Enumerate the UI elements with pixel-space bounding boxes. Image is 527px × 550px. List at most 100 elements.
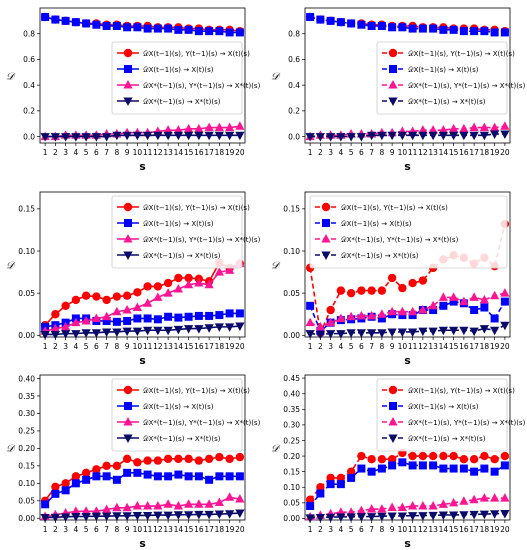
data-point xyxy=(173,283,183,293)
data-point xyxy=(490,467,499,476)
x-tick-label: 3 xyxy=(63,148,68,157)
data-point xyxy=(61,16,70,25)
data-point xyxy=(102,311,112,321)
data-point xyxy=(184,123,194,133)
data-point xyxy=(61,479,70,488)
data-point xyxy=(204,122,214,132)
x-axis-label: s xyxy=(404,537,411,550)
data-point xyxy=(377,512,387,522)
data-point xyxy=(71,18,80,27)
x-tick-label: 10 xyxy=(133,148,143,157)
x-tick-label: 18 xyxy=(480,342,490,351)
data-point xyxy=(194,510,204,520)
x-tick-label: 14 xyxy=(439,342,449,351)
x-tick-label: 16 xyxy=(194,342,204,351)
data-point xyxy=(336,473,346,483)
data-point xyxy=(326,133,336,142)
data-point xyxy=(50,330,60,340)
data-point xyxy=(326,305,335,315)
data-point xyxy=(490,314,499,323)
data-point xyxy=(449,123,459,133)
data-point xyxy=(469,131,479,141)
x-tick-label: 7 xyxy=(104,342,109,351)
data-point xyxy=(194,27,203,36)
data-point xyxy=(174,273,183,283)
chart-panel-3: 1 2 3 4 5 6 7 8 9 10 11 12 13 14 15 16 17 18 19 200.000.050… xyxy=(6,191,261,367)
data-point xyxy=(143,131,153,141)
y-tick-label: 0.2 xyxy=(23,107,35,116)
data-point xyxy=(194,472,203,481)
legend: 𝒟X(t−1)(s), Y(t−1)(s) → X(t)(s) 𝒟X(t−1)(s… xyxy=(309,195,508,269)
data-point xyxy=(214,131,224,141)
x-tick-label: 3 xyxy=(328,342,333,351)
series-2 xyxy=(306,458,509,510)
data-point xyxy=(469,494,479,504)
data-point xyxy=(153,326,163,336)
x-tick-label: 6 xyxy=(359,525,364,534)
data-point xyxy=(428,131,438,141)
data-point xyxy=(214,323,224,332)
data-point xyxy=(418,512,428,521)
data-point xyxy=(428,125,438,134)
series-2 xyxy=(41,13,244,37)
data-point xyxy=(214,497,224,507)
data-point xyxy=(81,291,91,300)
legend: 𝒟X(t−1)(s), Y(t−1)(s) → X(t)(s) 𝒟X(t−1)(s… xyxy=(376,41,526,115)
legend-box xyxy=(111,41,243,115)
data-point xyxy=(153,24,162,33)
data-point xyxy=(153,315,162,324)
legend-marker xyxy=(388,80,398,89)
legend-label: 𝒟X*(t−1)(s) → X*(t)(s) xyxy=(408,435,486,443)
data-point xyxy=(438,131,448,141)
data-point xyxy=(459,511,469,520)
data-point xyxy=(367,329,377,338)
data-point xyxy=(153,501,163,510)
data-point xyxy=(449,464,458,473)
data-point xyxy=(326,473,335,483)
y-tick-label: 0.0 xyxy=(288,132,300,141)
data-point xyxy=(61,301,70,311)
data-point xyxy=(102,512,112,522)
data-point xyxy=(174,25,183,34)
data-point xyxy=(51,482,60,492)
data-point xyxy=(40,133,50,142)
x-tick-label: 15 xyxy=(184,342,194,351)
data-point xyxy=(490,454,499,464)
x-tick-label: 8 xyxy=(114,148,119,157)
data-point xyxy=(398,458,407,467)
data-point xyxy=(81,468,91,478)
data-point xyxy=(336,480,345,489)
data-point xyxy=(408,306,418,316)
x-tick-label: 13 xyxy=(428,525,438,534)
legend-box xyxy=(111,195,243,269)
y-tick-label: 0.15 xyxy=(283,467,300,476)
data-point xyxy=(184,325,194,334)
data-point xyxy=(92,292,101,301)
data-point xyxy=(122,327,132,337)
data-point xyxy=(449,511,459,521)
data-point xyxy=(357,451,366,461)
data-point xyxy=(122,454,132,464)
x-tick-label: 1 xyxy=(43,525,48,534)
data-point xyxy=(225,323,235,332)
data-point xyxy=(479,294,489,304)
legend-label: 𝒟X*(t−1)(s), Y*(t−1)(s) → X*(t)(s) xyxy=(143,419,261,427)
x-tick-label: 4 xyxy=(338,525,343,534)
data-point xyxy=(470,27,479,36)
data-point xyxy=(102,504,112,514)
legend-marker xyxy=(321,234,331,243)
x-tick-label: 15 xyxy=(449,342,459,351)
data-point xyxy=(469,122,479,132)
data-point xyxy=(397,512,407,521)
data-point xyxy=(61,321,71,331)
data-point xyxy=(367,310,377,320)
x-tick-label: 7 xyxy=(104,148,109,157)
data-point xyxy=(469,327,479,337)
series-3 xyxy=(305,288,510,331)
legend-label: 𝒟X(t−1)(s) → X(t)(s) xyxy=(408,403,479,411)
x-tick-label: 12 xyxy=(418,525,428,534)
data-point xyxy=(479,493,489,502)
data-point xyxy=(357,464,366,473)
x-tick-label: 8 xyxy=(379,525,384,534)
y-tick-label: 0.10 xyxy=(18,247,35,256)
